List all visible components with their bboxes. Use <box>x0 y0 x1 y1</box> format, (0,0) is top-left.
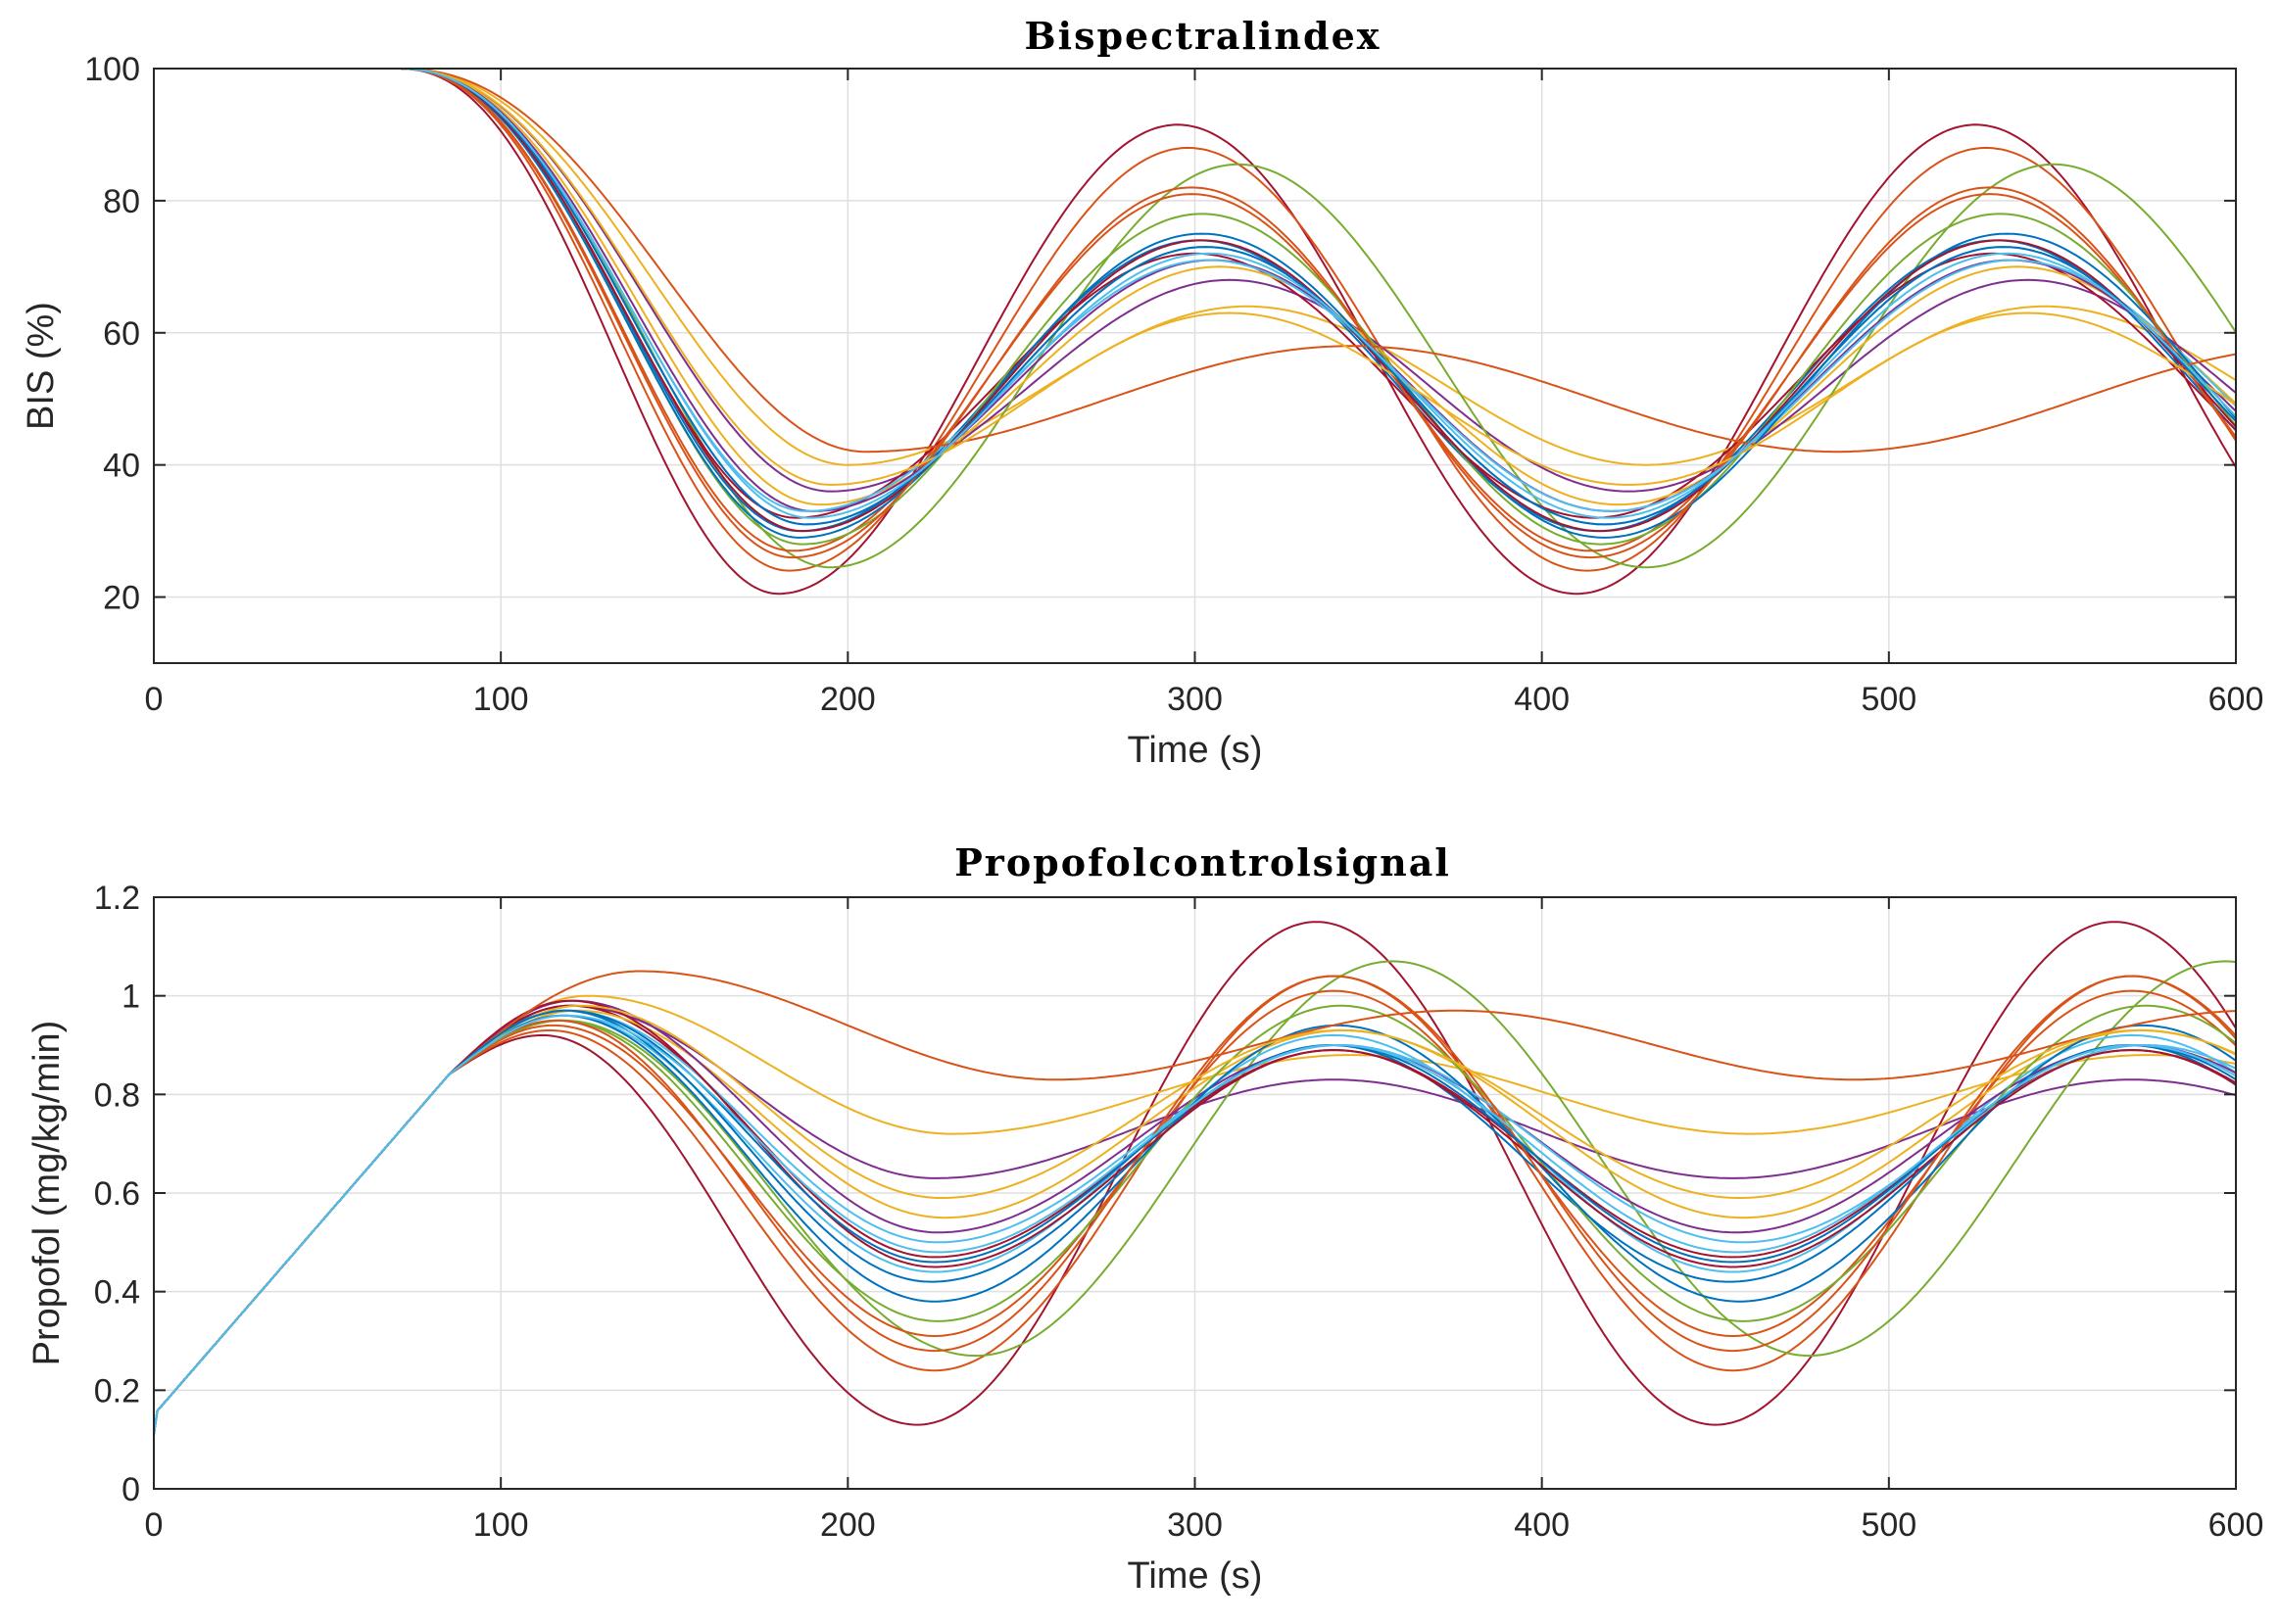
bis-x-tick-label: 600 <box>2208 681 2264 718</box>
bis-series-line-16 <box>154 69 2236 454</box>
bis-ticks: 0 100 200 300 400 500 600 20 40 60 80 100 <box>84 51 2263 718</box>
propofol-y-axis-label: Propofol (mg/kg/min) <box>26 1021 68 1366</box>
bis-y-tick-label: 40 <box>103 448 140 485</box>
bis-y-tick-label: 60 <box>103 315 140 353</box>
bis-x-tick-label: 0 <box>145 681 164 718</box>
propofol-series-line-20 <box>154 1014 2236 1435</box>
propofol-x-tick-label: 100 <box>473 1506 529 1544</box>
bis-y-tick-label: 80 <box>103 183 140 220</box>
propofol-y-tick-label: 0.6 <box>94 1175 140 1213</box>
propofol-x-tick-label: 300 <box>1167 1506 1223 1544</box>
bis-series-line-15 <box>154 69 2236 533</box>
propofol-series-line-16 <box>154 970 2236 1435</box>
propofol-y-tick-label: 0.4 <box>94 1274 140 1312</box>
propofol-series-group <box>154 921 2236 1435</box>
propofol-ticks: 0 100 200 300 400 500 600 0 0.2 0.4 0.6 0.8 1 1.2 <box>94 880 2264 1544</box>
propofol-panel: 0 100 200 300 400 500 600 0 0.2 0.4 0.6 0.8 1 1.2 Pro… <box>26 840 2263 1597</box>
bis-series-line-14 <box>154 69 2236 539</box>
bis-series-line-19 <box>154 69 2236 526</box>
propofol-x-tick-label: 600 <box>2208 1506 2264 1544</box>
propofol-y-tick-label: 1 <box>121 979 140 1016</box>
propofol-y-tick-label: 1.2 <box>94 880 140 917</box>
propofol-series-line-2 <box>154 975 2236 1435</box>
propofol-series-line-15 <box>154 999 2236 1435</box>
propofol-series-line-9 <box>154 989 2236 1435</box>
bis-y-tick-label: 100 <box>84 51 140 88</box>
bis-series-line-20 <box>154 69 2236 519</box>
propofol-series-line-1 <box>154 921 2236 1435</box>
propofol-x-tick-label: 200 <box>820 1506 876 1544</box>
bis-series-line-1 <box>154 69 2236 596</box>
bis-y-tick-label: 20 <box>103 580 140 617</box>
propofol-x-tick-label: 500 <box>1861 1506 1916 1544</box>
propofol-x-axis-label: Time (s) <box>1128 1555 1263 1597</box>
propofol-y-tick-label: 0 <box>121 1471 140 1508</box>
bis-series-line-18 <box>154 69 2236 486</box>
bis-x-axis-label: Time (s) <box>1128 730 1263 771</box>
bis-grid <box>154 69 2236 663</box>
bis-y-axis-label: BIS (%) <box>21 302 62 430</box>
propofol-x-tick-label: 400 <box>1514 1506 1570 1544</box>
bis-series-group <box>154 69 2236 596</box>
bis-panel: 0 100 200 300 400 500 600 20 40 60 80 100 Bispectra… <box>21 14 2263 771</box>
bis-series-line-10 <box>154 69 2236 506</box>
bis-title: Bispectralindex <box>1025 14 1382 58</box>
propofol-y-tick-label: 0.2 <box>94 1372 140 1409</box>
propofol-grid <box>154 897 2236 1489</box>
propofol-x-tick-label: 0 <box>145 1506 164 1544</box>
bis-x-tick-label: 200 <box>820 681 876 718</box>
bis-series-line-2 <box>154 69 2236 572</box>
propofol-title: Propofolcontrolsignal <box>954 840 1451 884</box>
bis-x-tick-label: 500 <box>1861 681 1916 718</box>
bis-x-tick-label: 100 <box>473 681 529 718</box>
bis-x-tick-label: 400 <box>1514 681 1570 718</box>
bis-series-line-17 <box>154 69 2236 559</box>
propofol-y-tick-label: 0.8 <box>94 1076 140 1114</box>
bis-x-tick-label: 300 <box>1167 681 1223 718</box>
